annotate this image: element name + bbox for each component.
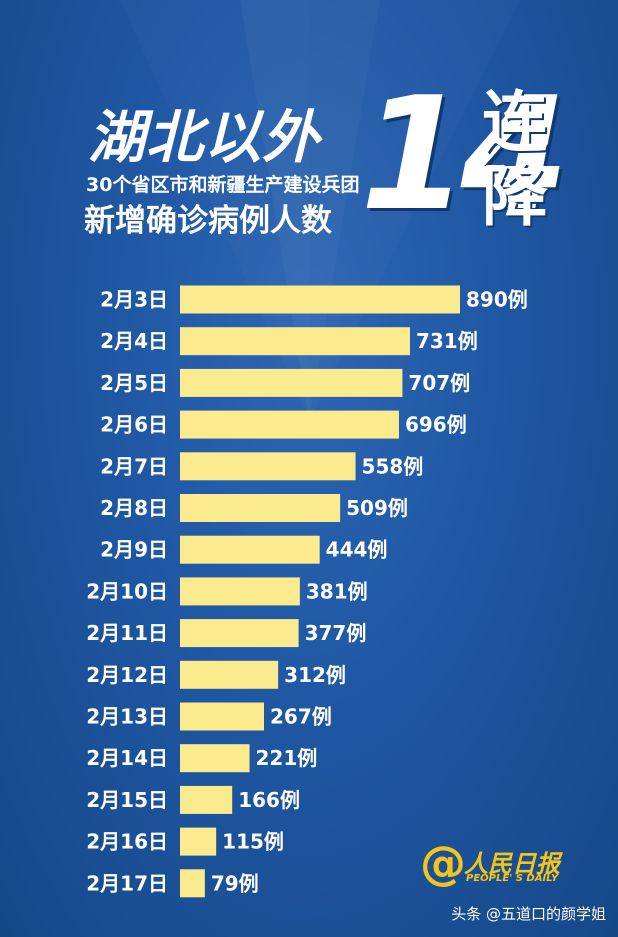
bar [180,285,460,314]
big-number-fourteen: 14 [360,63,569,245]
bar [180,577,300,606]
value-label: 377例 [305,621,367,645]
value-label: 166例 [238,788,300,812]
date-label: 2月7日 [100,454,168,478]
headline-title: 湖北以外 [88,105,320,171]
value-label: 221例 [256,746,318,770]
date-label: 2月16日 [86,830,168,854]
logo-name: 人民日报 [464,850,560,878]
value-label: 707例 [408,371,470,395]
bar [180,535,320,564]
date-label: 2月4日 [100,329,168,353]
bar [180,494,341,522]
logo-english-name: PEOPLE' S DAILY [466,873,559,884]
headline-metric: 新增确诊病例人数 [84,203,332,239]
value-label: 509例 [346,496,408,520]
bar [180,660,279,689]
bar [180,368,403,397]
source-watermark: 头条 @五道口的颜学姐 [451,905,606,923]
date-label: 2月15日 [86,788,168,812]
value-label: 79例 [211,871,259,895]
logo-at-symbol: @ [420,836,466,890]
date-label: 2月13日 [86,705,168,729]
value-label: 381例 [306,579,368,603]
date-label: 2月3日 [100,288,168,312]
value-label: 558例 [362,454,424,478]
bar [180,327,410,356]
value-label: 115例 [222,830,284,854]
value-label: 731例 [416,329,478,353]
bar [180,702,264,731]
big-char-jiang: 降 [482,158,548,235]
value-label: 312例 [284,663,346,687]
date-label: 2月8日 [100,496,168,520]
bar [180,869,205,898]
big-char-lian: 连 [482,84,548,161]
date-label: 2月6日 [100,413,168,437]
date-label: 2月17日 [86,871,168,895]
date-label: 2月11日 [86,621,168,645]
bar [180,452,356,481]
peoples-daily-logo: @ 人民日报 PEOPLE' S DAILY [420,840,590,892]
bar [180,619,299,648]
date-label: 2月10日 [86,579,168,603]
bar [180,785,233,814]
bar [180,744,250,773]
value-label: 696例 [405,413,467,437]
date-label: 2月9日 [100,538,168,562]
bar [180,827,217,856]
date-label: 2月12日 [86,663,168,687]
date-label: 2月14日 [86,746,168,770]
date-label: 2月5日 [100,371,168,395]
value-label: 444例 [326,538,388,562]
headline-subtitle: 30个省区市和新疆生产建设兵团 [86,174,360,196]
value-label: 890例 [466,288,528,312]
value-label: 267例 [270,705,332,729]
bar [180,410,399,439]
